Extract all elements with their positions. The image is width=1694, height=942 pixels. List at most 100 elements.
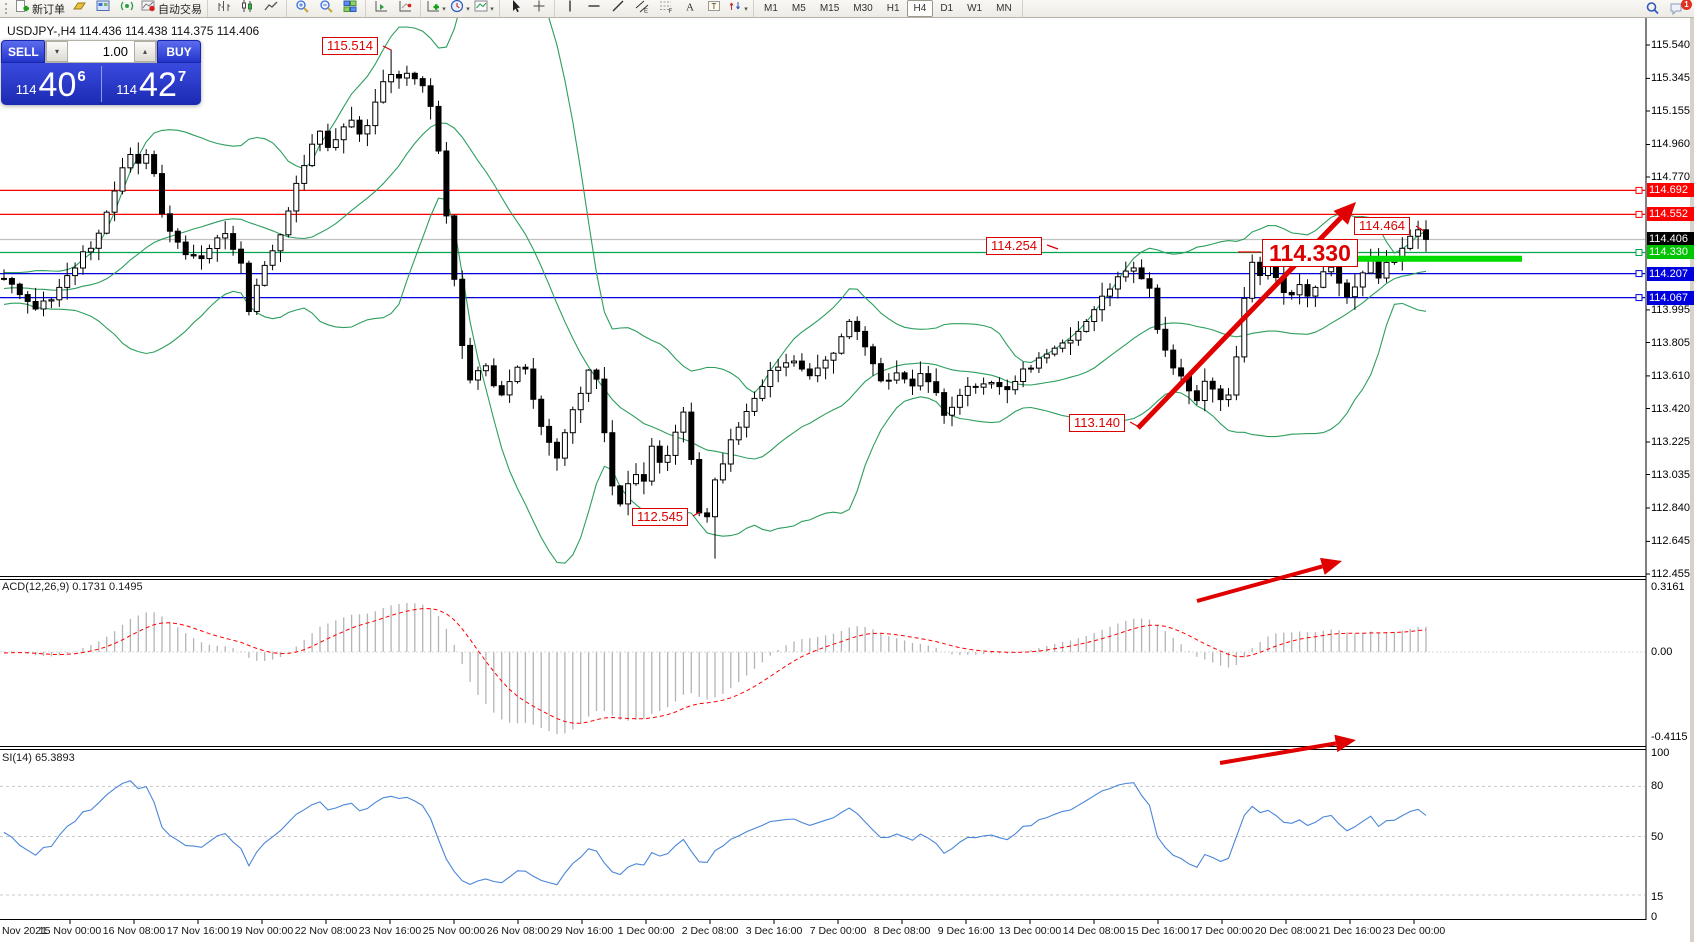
timeframe-d1-button[interactable]: D1	[940, 3, 954, 14]
bars-chart-button[interactable]	[211, 0, 235, 17]
chart-autoscroll-button[interactable]	[393, 0, 417, 17]
chart-autoscroll-icon	[398, 0, 413, 19]
sell-price[interactable]: 114 40 6	[1, 63, 101, 105]
chart-canvas[interactable]	[0, 17, 1690, 942]
new-order-button[interactable]: 新订单	[13, 0, 67, 17]
fibonacci-icon: F	[659, 0, 674, 19]
zoom-out-button[interactable]	[314, 0, 338, 17]
toolbar-group	[287, 0, 366, 17]
timeframe-toolbar: M1 M5 M15 M30 H1 H4 D1 W1 MN	[754, 0, 1023, 17]
trendline-icon	[611, 0, 626, 19]
terminal-window-button[interactable]	[91, 0, 115, 17]
notification-badge: 1	[1681, 0, 1692, 10]
chevron-down-icon[interactable]: ▾	[442, 4, 446, 13]
vertical-line-icon	[563, 0, 578, 19]
zoom-in-button[interactable]	[290, 0, 314, 17]
buy-price-sup: 7	[177, 68, 187, 85]
text-label-icon: T	[707, 0, 722, 19]
crosshair-button[interactable]	[527, 0, 551, 17]
timeframe-m1-button[interactable]: M1	[764, 3, 778, 14]
toolbar-buttons: 新订单 自动交易 ▾ ▾ ▾ E F A T ▾ M1 M5 M15 M30 H1 H4 D1 W1 MN	[0, 0, 1023, 17]
sell-button[interactable]: SELL	[1, 40, 45, 63]
signal-icon	[120, 0, 135, 19]
volume-input[interactable]	[68, 41, 134, 62]
timeframe-w1-button[interactable]: W1	[967, 3, 983, 14]
trendline-button[interactable]	[606, 0, 630, 17]
line-chart-button[interactable]	[259, 0, 283, 17]
symbol-ohlc-info: USDJPY-,H4 114.436 114.438 114.375 114.4…	[7, 24, 260, 38]
toolbar-group	[500, 0, 555, 17]
periods-button[interactable]: ▾	[448, 0, 472, 17]
toolbar-group: E F A T ▾	[555, 0, 754, 17]
chart-shift-button[interactable]	[369, 0, 393, 17]
timeframe-m15-button[interactable]: M15	[819, 3, 840, 14]
chevron-down-icon[interactable]: ▾	[490, 4, 494, 13]
timeframe-m30-button[interactable]: M30	[853, 3, 873, 14]
trade-panel-prices: 114 40 6 114 42 7	[1, 63, 201, 105]
buy-price[interactable]: 114 42 7	[102, 63, 202, 105]
toolbar-right: 1	[1640, 0, 1692, 17]
timeframe-h1-button[interactable]: H1	[886, 3, 900, 14]
vertical-line-button[interactable]	[558, 0, 582, 17]
toolbar-group: 新订单 自动交易	[0, 0, 208, 17]
autotrading-icon	[141, 0, 156, 19]
main-toolbar: 新订单 自动交易 ▾ ▾ ▾ E F A T ▾ M1 M5 M15 M30 H1 H4 D1 W1 MN 1	[0, 0, 1694, 18]
toolbar-group	[366, 0, 421, 17]
new-order-label: 新订单	[32, 3, 65, 16]
horizontal-line-button[interactable]	[582, 0, 606, 17]
indicators-icon	[426, 0, 441, 19]
tile-windows-icon	[343, 0, 358, 19]
search-button[interactable]	[1640, 0, 1664, 17]
trade-panel-controls: SELL ▾ ▴ BUY	[1, 40, 201, 63]
volume-decrease-button[interactable]: ▾	[46, 41, 68, 62]
buy-price-big: 42	[139, 66, 177, 104]
timeframe-m5-button[interactable]: M5	[791, 3, 806, 14]
toolbar-grip[interactable]	[5, 3, 11, 14]
buy-price-prefix: 114	[116, 82, 138, 97]
text-label-button[interactable]: T	[702, 0, 726, 17]
chart-shift-icon	[374, 0, 389, 19]
chart-gold-button[interactable]	[67, 0, 91, 17]
fibonacci-button[interactable]: F	[654, 0, 678, 17]
line-chart-icon	[263, 0, 279, 19]
svg-text:A: A	[686, 1, 694, 13]
zoom-out-icon	[319, 0, 334, 19]
buy-button[interactable]: BUY	[157, 40, 201, 63]
sell-price-sup: 6	[77, 68, 86, 85]
volume-increase-button[interactable]: ▴	[134, 41, 156, 62]
candles-chart-icon	[240, 0, 255, 19]
sell-price-prefix: 114	[15, 82, 37, 97]
new-order-icon	[15, 0, 30, 19]
indicators-button[interactable]: ▾	[424, 0, 448, 17]
autotrading-button[interactable]: 自动交易	[139, 0, 204, 17]
chat-button[interactable]: 1	[1664, 0, 1692, 17]
cursor-icon	[508, 0, 523, 19]
horizontal-line-icon	[587, 0, 602, 19]
cursor-button[interactable]	[503, 0, 527, 17]
terminal-window-icon	[96, 0, 111, 19]
tile-windows-button[interactable]	[338, 0, 362, 17]
volume-control: ▾ ▴	[45, 40, 157, 63]
crosshair-icon	[532, 0, 547, 19]
equidistant-channel-button[interactable]: E	[630, 0, 654, 17]
sell-price-big: 40	[38, 66, 77, 104]
signal-button[interactable]	[115, 0, 139, 17]
chevron-down-icon[interactable]: ▾	[744, 4, 748, 13]
svg-text:T: T	[711, 2, 716, 11]
rsi-indicator-label: SI(14) 65.3893	[2, 752, 75, 764]
macd-indicator-label: ACD(12,26,9) 0.1731 0.1495	[2, 581, 143, 593]
chevron-down-icon[interactable]: ▾	[466, 4, 470, 13]
chart-gold-icon	[72, 0, 87, 19]
text-button[interactable]: A	[678, 0, 702, 17]
timeframe-h4-button[interactable]: H4	[906, 0, 934, 17]
toolbar-group	[208, 0, 287, 17]
text-icon: A	[683, 0, 698, 19]
autotrading-label: 自动交易	[158, 3, 202, 16]
arrows-icon	[728, 0, 743, 19]
templates-button[interactable]: ▾	[472, 0, 496, 17]
timeframe-mn-button[interactable]: MN	[996, 3, 1012, 14]
arrows-button[interactable]: ▾	[726, 0, 750, 17]
candles-chart-button[interactable]	[235, 0, 259, 17]
